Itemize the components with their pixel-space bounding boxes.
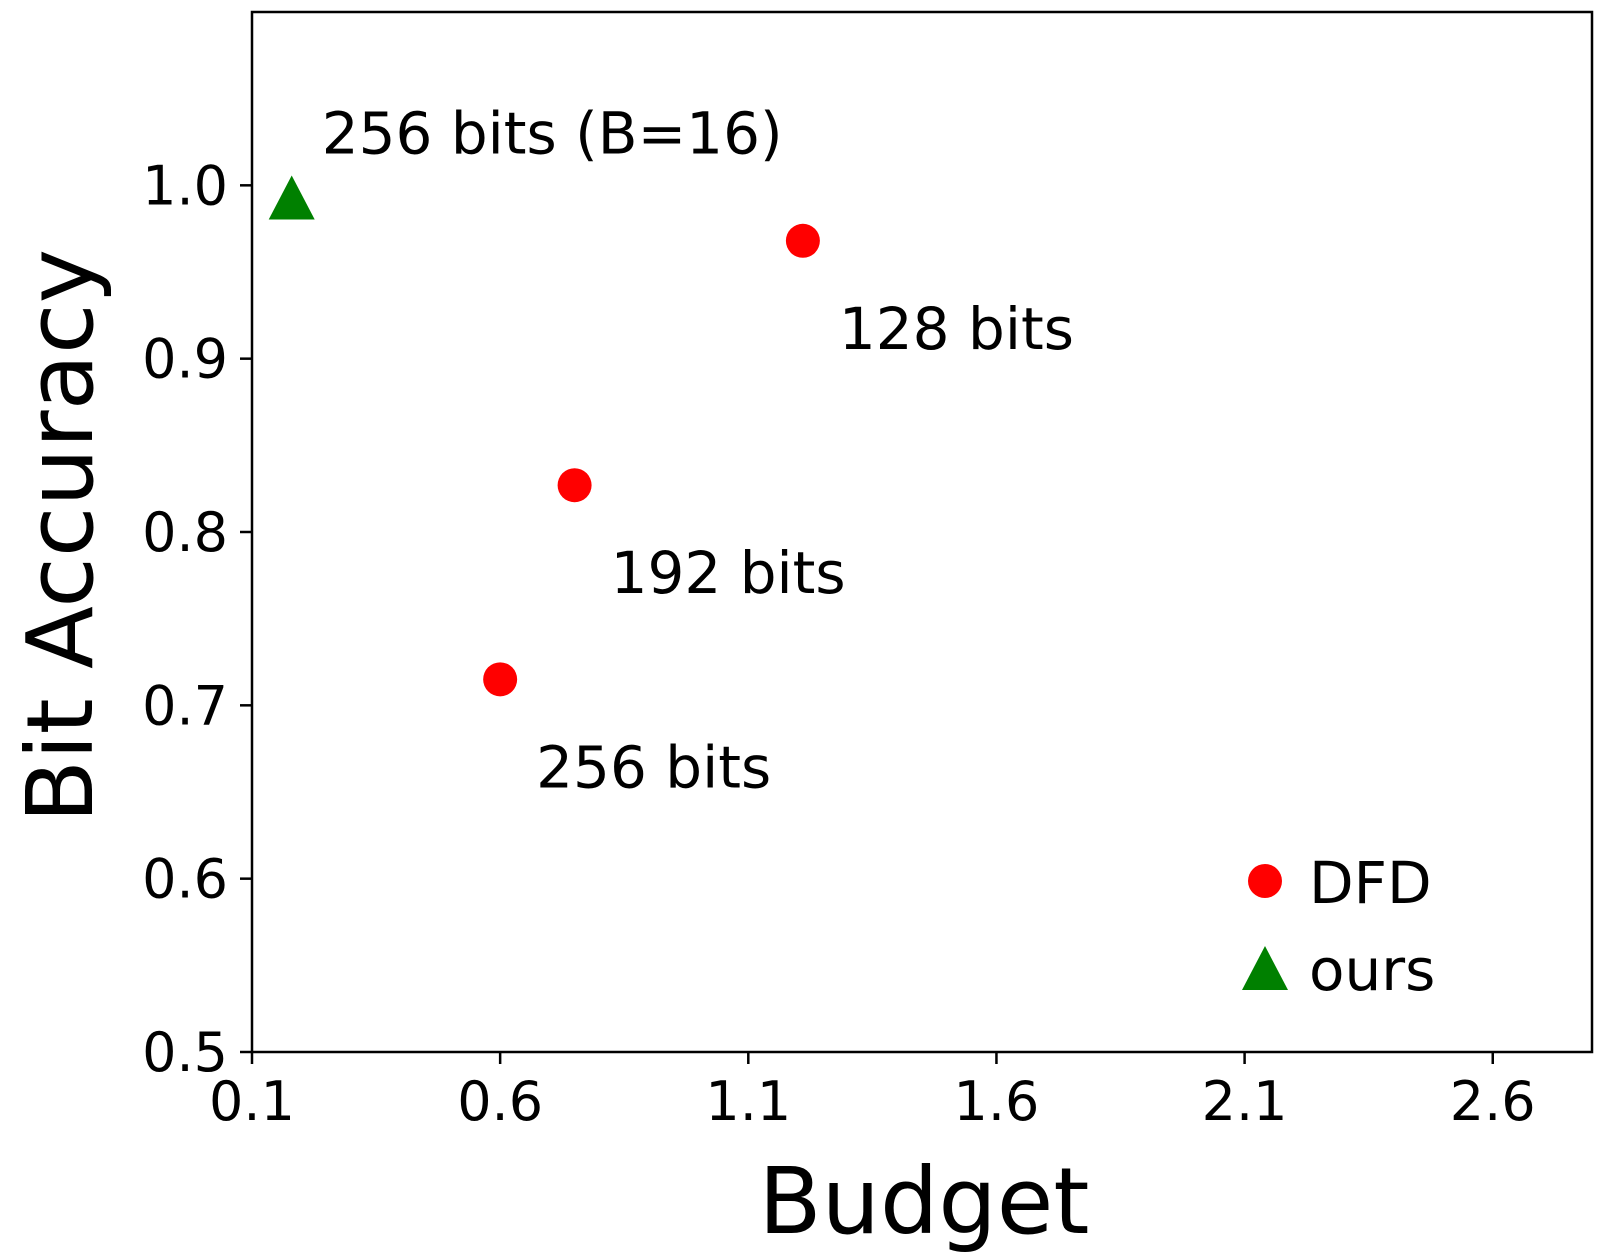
y-tick-label: 1.0 [142, 154, 228, 217]
x-tick-label: 0.1 [209, 1070, 295, 1133]
x-tick-label: 2.1 [1202, 1070, 1288, 1133]
legend-label-ours: ours [1309, 936, 1435, 1004]
data-points [268, 175, 820, 697]
y-tick-label: 0.7 [142, 674, 228, 737]
legend-marker-ours [1242, 946, 1288, 990]
point-label: 256 bits (B=16) [322, 99, 783, 167]
data-point-ours-256-bits-b-16 [268, 175, 315, 220]
point-labels: 128 bits 192 bits 256 bits 256 bits (B=16) [322, 99, 1074, 801]
y-tick-label: 0.8 [142, 501, 228, 564]
legend: DFD ours [1242, 849, 1435, 1004]
legend-label-dfd: DFD [1309, 849, 1432, 917]
point-label: 192 bits [611, 539, 846, 607]
y-tick-label: 0.6 [142, 848, 228, 911]
x-tick-label: 0.6 [457, 1070, 543, 1133]
point-label: 128 bits [839, 295, 1074, 363]
y-tick-label: 0.9 [142, 328, 228, 391]
x-tick-label: 1.1 [705, 1070, 791, 1133]
data-point-dfd-256-bits [483, 662, 518, 697]
legend-marker-dfd [1248, 864, 1282, 898]
x-tick-label: 1.6 [953, 1070, 1039, 1133]
y-axis: 0.5 0.6 0.7 0.8 0.9 1.0 [142, 154, 252, 1084]
data-point-dfd-192-bits [557, 468, 592, 503]
y-axis-title: Bit Accuracy [7, 249, 114, 823]
point-label: 256 bits [536, 733, 771, 801]
x-tick-label: 2.6 [1450, 1070, 1536, 1133]
y-tick-label: 0.5 [142, 1021, 228, 1084]
data-point-dfd-128-bits [785, 223, 820, 258]
x-axis: 0.1 0.6 1.1 1.6 2.1 2.6 [209, 1052, 1536, 1133]
x-axis-title: Budget [759, 1148, 1090, 1255]
